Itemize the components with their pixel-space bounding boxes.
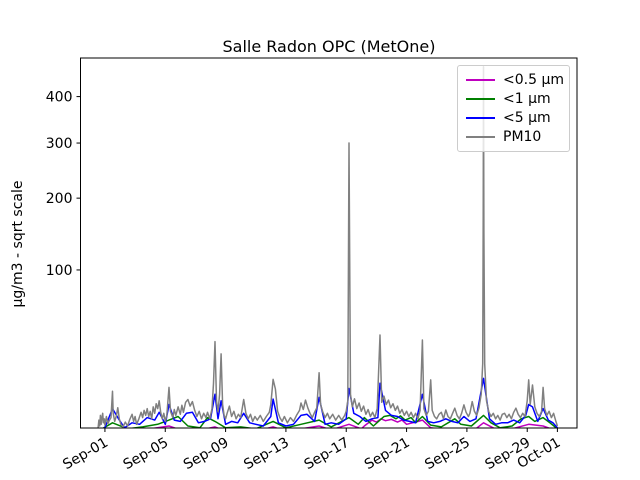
series-line-pm0_5 — [150, 418, 551, 428]
x-tick-label: Sep-25 — [422, 435, 473, 473]
x-tick-label: Sep-01 — [60, 435, 111, 473]
axes-spines — [80, 57, 578, 429]
legend-item-label: <0.5 µm — [503, 72, 564, 89]
legend-item-pm0_5: <0.5 µm — [466, 72, 564, 89]
legend-line-swatch-pm5 — [466, 116, 495, 119]
legend-item-label: PM10 — [503, 128, 542, 145]
y-tick-label: 400 — [46, 90, 73, 106]
legend-line-swatch-pm1 — [466, 98, 495, 101]
legend-line-swatch-pm0_5 — [466, 79, 495, 82]
series-line-pm1 — [101, 414, 558, 428]
y-tick-label: 300 — [46, 136, 73, 152]
y-tick-label: 200 — [46, 191, 73, 207]
legend-item-pm10: PM10 — [466, 129, 561, 145]
x-tick-label: Sep-05 — [121, 435, 172, 473]
legend-item-pm5: <5 µm — [466, 110, 561, 126]
x-tick-label: Sep-17 — [302, 435, 353, 473]
x-tick-label: Sep-21 — [362, 435, 413, 473]
series-line-pm10 — [97, 65, 559, 428]
x-tick-label: Sep-09 — [181, 435, 232, 473]
legend: <0.5 µm <1 µm <5 µm PM10 — [457, 65, 570, 152]
legend-item-label: <5 µm — [503, 109, 551, 126]
legend-item-pm1: <1 µm — [466, 91, 561, 107]
chart-title: Salle Radon OPC (MetOne) — [222, 37, 436, 56]
x-tick-label: Sep-13 — [241, 435, 292, 473]
legend-item-label: <1 µm — [503, 91, 551, 108]
legend-line-swatch-pm10 — [466, 135, 495, 138]
y-tick-label: 100 — [46, 263, 73, 279]
